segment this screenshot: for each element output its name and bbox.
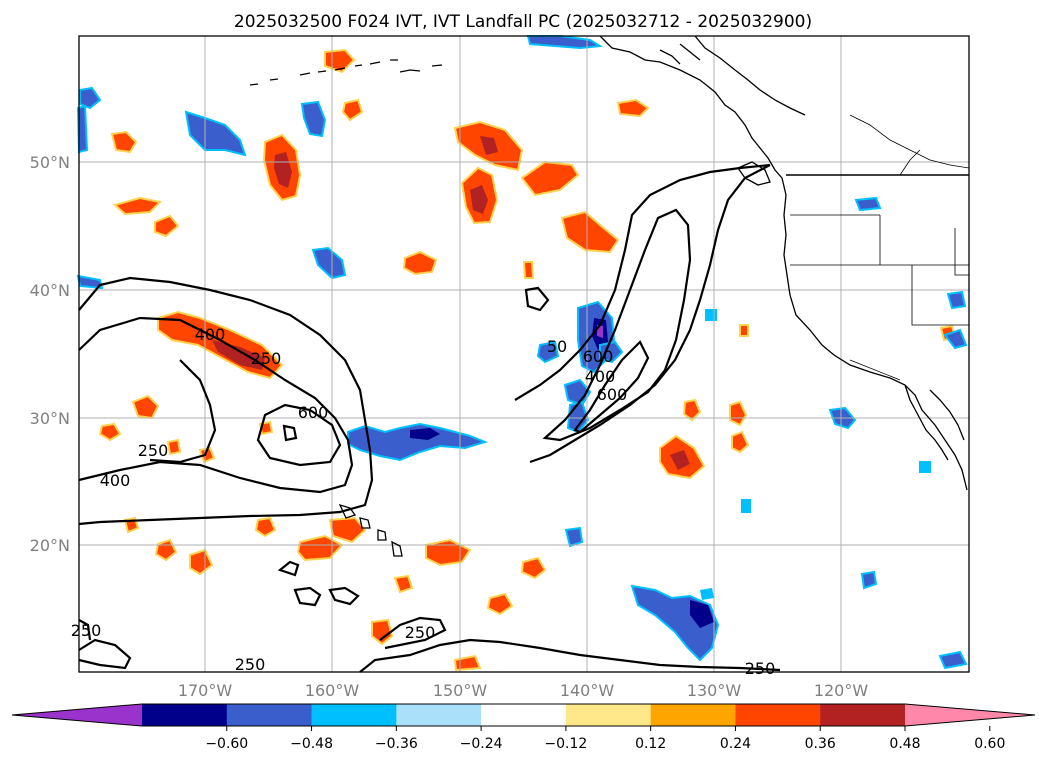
contour-label-600-c: 600	[597, 385, 628, 404]
colorbar-tick-label: −0.24	[460, 736, 503, 752]
contour-label-250-d: 250	[235, 655, 266, 674]
contour-label-250-f: 250	[71, 621, 102, 640]
contour-inner-loop	[282, 424, 298, 442]
lat-label-20n: 20°N	[30, 536, 70, 555]
figure-title: 2025032500 F024 IVT, IVT Landfall PC (20…	[234, 12, 812, 32]
graticule	[79, 36, 969, 672]
colorbar-tick-label: −0.36	[375, 736, 418, 752]
colorbar-segment	[396, 704, 482, 726]
colorbar-segment	[650, 704, 736, 726]
colorbar-tick-label: 0.12	[635, 736, 666, 752]
colorbar-extend-min	[12, 704, 142, 726]
contour-label-400-c: 400	[585, 367, 616, 386]
colorbar-segment	[565, 704, 652, 726]
contour-250-pacific-return	[529, 164, 771, 464]
colorbar-segment	[735, 704, 821, 726]
lon-label-150w: 150°W	[433, 681, 488, 700]
contour-250-small	[379, 616, 447, 650]
lon-label-160w: 160°W	[305, 681, 360, 700]
colorbar: −0.60 −0.48 −0.36 −0.24 −0.12 0.12 0.24 0.36 0.4…	[11, 703, 1036, 752]
contour-400-pacific	[542, 208, 692, 442]
colorbar-segment	[481, 704, 567, 726]
contour-400-west	[78, 316, 354, 494]
contour-label-400-a: 400	[195, 325, 226, 344]
colorbar-tick-label: 0.24	[720, 736, 751, 752]
contour-250-sw2	[78, 619, 92, 641]
colorbar-tick-label: −0.48	[290, 736, 333, 752]
contour-loop-hawaii	[293, 586, 322, 607]
coastlines	[249, 35, 970, 557]
colorbar-tick-label: 0.48	[889, 736, 920, 752]
contour-label-250-a: 250	[251, 349, 282, 368]
colorbar-tick-label: −0.12	[544, 736, 587, 752]
contour-labels: 400 250 600 250 400 600 400 600 250 250 …	[71, 325, 776, 678]
contour-250-pacific	[514, 163, 771, 401]
colorbar-tick-label: −0.60	[205, 736, 248, 752]
contour-label-250-b: 250	[138, 441, 169, 460]
contour-small-loop	[524, 286, 550, 312]
map-frame	[78, 35, 970, 673]
longitude-labels: 170°W 160°W 150°W 140°W 130°W 120°W	[178, 681, 869, 700]
contour-250-south	[359, 638, 781, 673]
contour-400-west-inner	[149, 359, 217, 464]
contour-250-west	[78, 276, 374, 526]
colorbar-extend-max	[905, 704, 1035, 726]
lon-label-120w: 120°W	[814, 681, 869, 700]
lat-label-30n: 30°N	[30, 409, 70, 428]
colorbar-segment	[820, 704, 906, 726]
positive-anomaly-regions	[98, 48, 957, 672]
contour-label-600-a: 600	[298, 403, 329, 422]
lon-label-140w: 140°W	[560, 681, 615, 700]
contour-600-pacific	[573, 340, 650, 434]
contour-250-sw	[78, 638, 132, 670]
ivt-anomaly-fills	[76, 35, 968, 672]
ivt-contours	[78, 163, 781, 673]
colorbar-outline	[11, 703, 1036, 727]
contour-loop-hawaii2	[328, 586, 360, 606]
colorbar-tick-label: 0.60	[974, 736, 1005, 752]
contour-label-600-b: 600	[583, 347, 614, 366]
colorbar-segment	[226, 704, 313, 726]
lat-label-40n: 40°N	[30, 281, 70, 300]
lon-label-170w: 170°W	[178, 681, 233, 700]
colorbar-tick-label: 0.36	[805, 736, 836, 752]
map-panel: 400 250 600 250 400 600 400 600 250 250 …	[71, 35, 970, 678]
colorbar-segment	[142, 704, 228, 726]
contour-label-250-c: 250	[405, 623, 436, 642]
lon-label-130w: 130°W	[687, 681, 742, 700]
lat-label-50n: 50°N	[30, 153, 70, 172]
contour-600-west	[256, 403, 342, 467]
contour-label-50: 50	[547, 337, 567, 356]
contour-label-400-b: 400	[100, 471, 131, 490]
contour-loop-hawaii3	[277, 560, 300, 577]
contour-label-250-e: 250	[745, 659, 776, 678]
latitude-labels: 50°N 40°N 30°N 20°N	[30, 153, 70, 555]
colorbar-segment	[311, 704, 397, 726]
